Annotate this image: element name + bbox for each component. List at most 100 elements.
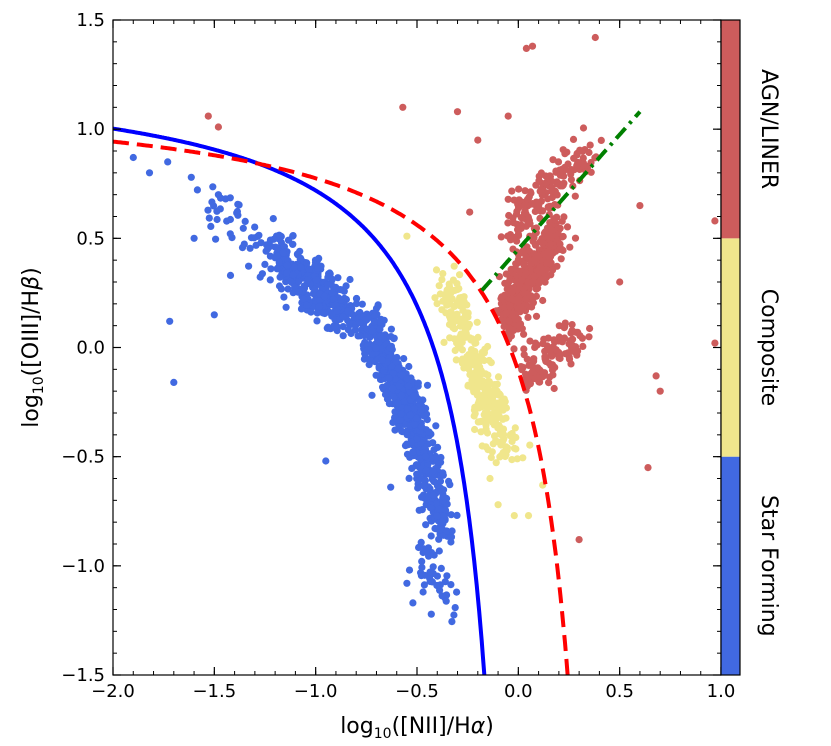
star-forming-point [400, 355, 408, 363]
star-forming-point [403, 375, 411, 383]
agn-liner-point [585, 148, 593, 157]
agn-liner-point [524, 313, 532, 321]
star-forming-point [283, 261, 291, 269]
star-forming-point [409, 448, 417, 456]
agn-liner-point [504, 219, 512, 227]
agn-liner-point [561, 350, 569, 358]
colorbar-label: AGN/LINER [756, 69, 781, 189]
x-tick-label: 0.0 [504, 681, 533, 702]
star-forming-point [414, 484, 422, 492]
agn-liner-point [570, 154, 578, 162]
composite-point [438, 306, 446, 314]
star-forming-point [145, 169, 154, 177]
agn-liner-point [500, 322, 508, 331]
star-forming-point [279, 249, 287, 257]
composite-point [476, 363, 484, 371]
agn-liner-point [616, 278, 624, 286]
star-forming-point [426, 504, 435, 512]
agn-liner-point [591, 33, 599, 42]
star-forming-point [436, 586, 444, 594]
agn-liner-point [578, 147, 587, 155]
star-forming-point [226, 194, 234, 202]
composite-point [486, 474, 494, 483]
star-forming-point [347, 329, 355, 338]
star-forming-point [334, 274, 342, 282]
star-forming-point [360, 355, 368, 363]
star-forming-point [226, 215, 234, 224]
star-forming-point [164, 158, 172, 166]
star-forming-point [129, 153, 137, 162]
agn-liner-point [547, 233, 555, 241]
agn-liner-point [214, 123, 222, 131]
star-forming-point [436, 477, 445, 485]
star-forming-point [296, 247, 304, 255]
agn-liner-point [579, 124, 588, 132]
composite-point [492, 416, 500, 424]
star-forming-point [393, 353, 401, 362]
agn-liner-point [528, 42, 537, 50]
star-forming-point [375, 318, 383, 326]
agn-liner-point [550, 384, 558, 393]
agn-liner-point [568, 321, 576, 329]
star-forming-point [280, 293, 288, 301]
star-forming-point [381, 390, 390, 399]
star-forming-point [410, 420, 418, 429]
composite-point [451, 346, 459, 355]
star-forming-point [355, 319, 364, 327]
star-forming-point [385, 400, 393, 408]
star-forming-point [275, 258, 283, 266]
composite-point [510, 511, 518, 520]
star-forming-point [332, 283, 340, 291]
composite-point [490, 432, 499, 440]
agn-liner-point [546, 240, 555, 248]
star-forming-point [377, 332, 385, 340]
composite-point [455, 296, 464, 304]
star-forming-point [216, 205, 224, 213]
agn-liner-point [509, 219, 518, 227]
y-tick-label: 0.0 [76, 338, 105, 359]
star-forming-point [323, 281, 332, 289]
star-forming-point [368, 391, 376, 399]
star-forming-point [405, 382, 413, 390]
composite-point [487, 403, 495, 411]
star-forming-point [422, 521, 430, 529]
colorbar-label: Composite [756, 289, 781, 406]
star-forming-point [403, 405, 412, 413]
agn-liner-point [504, 195, 512, 203]
agn-liner-point [523, 243, 531, 251]
y-tick-label: 1.0 [76, 119, 105, 140]
composite-point [477, 352, 485, 360]
star-forming-point [429, 439, 437, 447]
star-forming-point [440, 486, 448, 494]
agn-liner-point [644, 464, 652, 472]
agn-liner-point [505, 317, 513, 325]
star-forming-point [266, 276, 274, 284]
star-forming-point [273, 244, 281, 252]
agn-liner-point [547, 259, 555, 267]
star-forming-point [303, 276, 312, 284]
star-forming-point [453, 511, 461, 519]
agn-liner-point [555, 352, 564, 360]
star-forming-point [394, 399, 402, 407]
agn-liner-point [526, 188, 535, 196]
axis-ticks: −2.0 −1.5 −1.0 −0.5 0.0 0.5 1.0−1.5−1.0−0.50.0… [61, 10, 735, 702]
composite-point [403, 232, 411, 240]
agn-liner-point [561, 163, 569, 171]
agn-liner-point [524, 195, 533, 203]
star-forming-point [250, 234, 258, 242]
agn-liner-point [561, 323, 569, 331]
composite-point [495, 421, 503, 429]
composite-point [474, 418, 482, 426]
star-forming-point [438, 592, 446, 600]
star-forming-point [313, 317, 321, 325]
agn-liner-point [549, 156, 557, 164]
composite-point [468, 352, 476, 360]
agn-liner-point [559, 246, 567, 254]
star-forming-point [240, 240, 248, 248]
composite-point [455, 335, 463, 343]
composite-point [502, 445, 510, 453]
agn-liner-point [574, 347, 582, 355]
star-forming-point [405, 474, 413, 482]
composite-point [488, 448, 496, 456]
scatter-points [129, 33, 719, 626]
